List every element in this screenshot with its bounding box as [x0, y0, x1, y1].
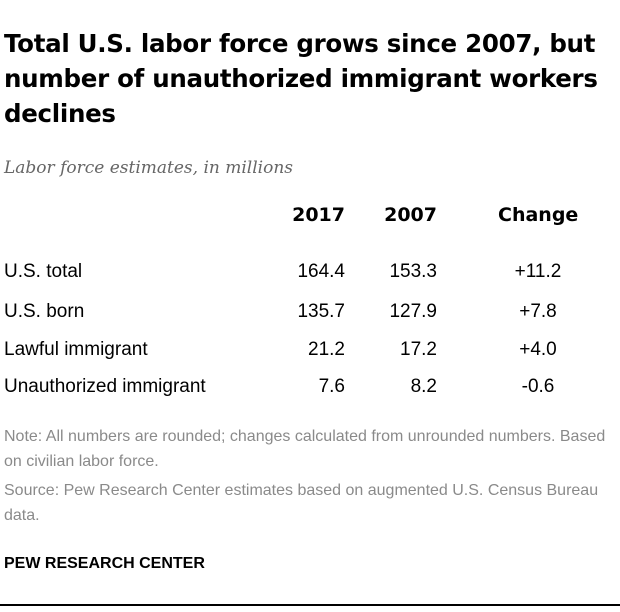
- row-label: U.S. total: [4, 261, 83, 282]
- table-row: U.S. born 135.7 127.9 +7.8: [0, 301, 620, 331]
- row-label: Lawful immigrant: [4, 339, 148, 360]
- cell-2007: 127.9: [389, 301, 437, 322]
- cell-change: +7.8: [519, 301, 557, 322]
- brand-label: PEW RESEARCH CENTER: [4, 555, 205, 572]
- column-header-2017: 2017: [292, 204, 345, 226]
- chart-subtitle: Labor force estimates, in millions: [4, 158, 294, 178]
- table-row: Lawful immigrant 21.2 17.2 +4.0: [0, 339, 620, 369]
- cell-2017: 135.7: [297, 301, 345, 322]
- table-row: U.S. total 164.4 153.3 +11.2: [0, 261, 620, 291]
- chart-title: Total U.S. labor force grows since 2007,…: [4, 29, 598, 128]
- cell-2017: 164.4: [297, 261, 345, 282]
- cell-2007: 8.2: [410, 376, 437, 397]
- chart-source: Source: Pew Research Center estimates ba…: [4, 482, 599, 524]
- chart-note: Note: All numbers are rounded; changes c…: [4, 428, 606, 470]
- row-label: U.S. born: [4, 301, 85, 322]
- column-header-change: Change: [498, 204, 579, 226]
- cell-2017: 7.6: [318, 376, 345, 397]
- cell-change: +11.2: [514, 261, 562, 282]
- bottom-rule: [0, 604, 620, 606]
- cell-2007: 17.2: [400, 339, 437, 360]
- column-header-2007: 2007: [384, 204, 437, 226]
- cell-2017: 21.2: [308, 339, 345, 360]
- table-row: Unauthorized immigrant 7.6 8.2 -0.6: [0, 376, 620, 406]
- cell-change: -0.6: [521, 376, 555, 397]
- row-label: Unauthorized immigrant: [4, 376, 206, 397]
- cell-2007: 153.3: [389, 261, 437, 282]
- cell-change: +4.0: [519, 339, 557, 360]
